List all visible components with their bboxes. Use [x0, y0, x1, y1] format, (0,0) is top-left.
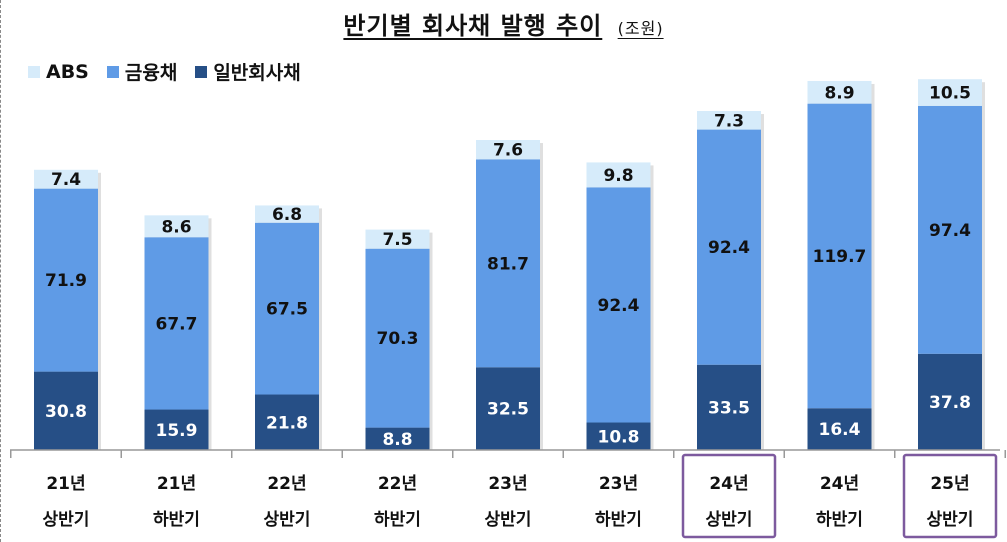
x-tick-label-year: 24년 — [820, 474, 859, 494]
data-label: 10.5 — [929, 84, 971, 104]
bar-segment-abs — [365, 229, 430, 249]
data-label: 7.6 — [493, 141, 523, 161]
x-tick-label-year: 22년 — [378, 474, 417, 494]
x-tick-label-half: 상반기 — [485, 510, 532, 530]
data-label: 8.9 — [824, 83, 854, 103]
bar-segment-financial — [255, 222, 319, 395]
data-label: 81.7 — [487, 254, 529, 274]
data-label: 16.4 — [819, 420, 861, 440]
bar-segment-abs — [918, 79, 982, 106]
data-label: 9.8 — [603, 166, 633, 186]
chart-title-wrap: 반기별 회사채 발행 추이 (조원) — [0, 6, 1007, 41]
bar-segment-general — [586, 422, 651, 450]
x-tick-label-half: 상반기 — [43, 510, 90, 530]
bar-segment-financial — [144, 237, 209, 410]
x-tick-label-half: 하반기 — [374, 510, 421, 530]
data-label: 33.5 — [708, 398, 750, 418]
bar-segment-financial — [34, 188, 98, 372]
legend-label-general: 일반회사채 — [213, 62, 301, 84]
data-label: 30.8 — [45, 402, 87, 422]
x-tick-label-half: 하반기 — [153, 510, 200, 530]
bar-segment-abs — [697, 111, 761, 130]
x-tick-label-half: 상반기 — [264, 510, 311, 530]
x-tick-label-half: 하반기 — [816, 510, 863, 530]
bar-segment-abs — [144, 215, 209, 238]
x-tick-label-half: 상반기 — [706, 510, 753, 530]
bar-segment-general — [34, 371, 98, 450]
x-tick-label-half: 상반기 — [927, 510, 974, 530]
bar-segment-financial — [586, 187, 651, 423]
bar-segment-financial — [476, 159, 540, 368]
bar-segment-general — [697, 364, 761, 450]
bar-segment-general — [144, 409, 209, 450]
legend-swatch-general — [195, 65, 208, 78]
x-tick-label-year: 25년 — [930, 474, 969, 494]
bar-segment-abs — [476, 140, 540, 160]
bar-segment-financial — [365, 248, 430, 428]
data-label: 15.9 — [156, 421, 198, 441]
legend-item-financial: 금융채 — [106, 58, 178, 85]
bar-segment-general — [918, 353, 982, 450]
legend-swatch-abs — [28, 65, 40, 78]
data-label: 7.4 — [51, 170, 81, 190]
data-label: 32.5 — [487, 400, 529, 420]
bar-segment-abs — [34, 169, 98, 189]
bar-segment-financial — [807, 103, 872, 409]
data-label: 71.9 — [45, 271, 87, 291]
x-tick-label-half: 하반기 — [595, 510, 642, 530]
x-tick-label-year: 21년 — [46, 474, 85, 494]
legend-label-financial: 금융채 — [124, 62, 178, 84]
chart-unit: (조원) — [617, 19, 664, 38]
chart-title: 반기별 회사채 발행 추이 — [343, 12, 603, 40]
highlight-box — [902, 453, 998, 539]
data-label: 8.6 — [161, 217, 191, 237]
data-label: 37.8 — [929, 393, 971, 413]
left-border — [0, 0, 1, 542]
data-label: 92.4 — [708, 238, 750, 258]
bar-segment-financial — [697, 129, 761, 365]
bars — [34, 79, 982, 450]
data-label: 97.4 — [929, 221, 971, 241]
data-label: 21.8 — [266, 413, 308, 433]
x-tick-label-year: 22년 — [267, 474, 306, 494]
bar-segment-general — [807, 408, 872, 450]
bar-segment-general — [476, 367, 540, 450]
bar-segment-general — [365, 427, 430, 450]
x-tick-label-year: 23년 — [488, 474, 527, 494]
x-tick-label-year: 23년 — [599, 474, 638, 494]
data-label: 8.8 — [382, 430, 412, 450]
legend-item-abs: ABS — [28, 61, 89, 83]
data-label: 7.3 — [714, 111, 744, 131]
bar-segment-financial — [918, 105, 982, 354]
data-label: 67.5 — [266, 300, 308, 320]
bar-segment-abs — [807, 80, 872, 104]
bar-segment-abs — [255, 205, 319, 223]
x-tick-label-year: 21년 — [157, 474, 196, 494]
bar-segment-general — [255, 394, 319, 450]
data-label: 67.7 — [156, 314, 198, 334]
data-label: 7.5 — [382, 230, 412, 250]
highlight-box — [681, 453, 777, 539]
legend-item-general: 일반회사채 — [195, 58, 301, 85]
data-labels: 30.8 71.9 7.4 15.9 67.7 8.6 21.8 67.5 6.8 8.8 70.3… — [45, 83, 971, 450]
bar-segment-abs — [586, 162, 651, 188]
data-label: 119.7 — [813, 247, 867, 267]
data-label: 70.3 — [377, 329, 419, 349]
legend-label-abs: ABS — [46, 60, 89, 83]
data-label: 92.4 — [598, 296, 640, 316]
legend: ABS 금융채 일반회사채 — [28, 58, 319, 85]
data-label: 6.8 — [272, 205, 302, 225]
x-tick-label-year: 24년 — [709, 474, 748, 494]
legend-swatch-financial — [106, 65, 119, 78]
data-label: 10.8 — [598, 427, 640, 447]
